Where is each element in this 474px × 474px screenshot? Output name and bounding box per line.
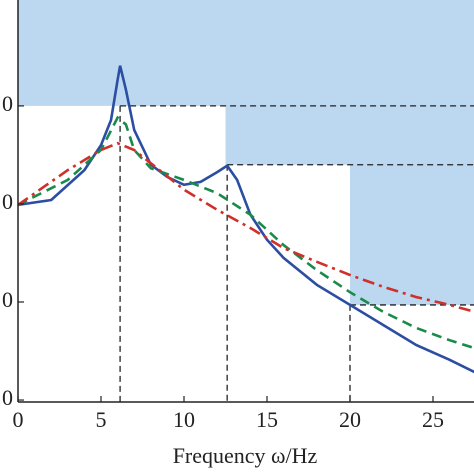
y-tick-label: 0 — [2, 189, 13, 214]
y-tick-label: 0 — [2, 91, 13, 116]
x-tick-label: 5 — [95, 407, 106, 432]
series-line — [17, 115, 474, 350]
y-tick-label: 0 — [2, 385, 13, 410]
mask-region — [349, 0, 474, 305]
x-tick-label: 25 — [422, 407, 444, 432]
x-tick-label: 20 — [339, 407, 361, 432]
x-tick-label: 10 — [173, 407, 195, 432]
y-tick-label: 0 — [2, 287, 13, 312]
x-tick-label: 15 — [256, 407, 278, 432]
series-line — [17, 65, 474, 374]
series-line — [17, 141, 474, 314]
x-tick-label: 0 — [13, 407, 24, 432]
x-axis-label: Frequency ω/Hz — [173, 443, 318, 468]
